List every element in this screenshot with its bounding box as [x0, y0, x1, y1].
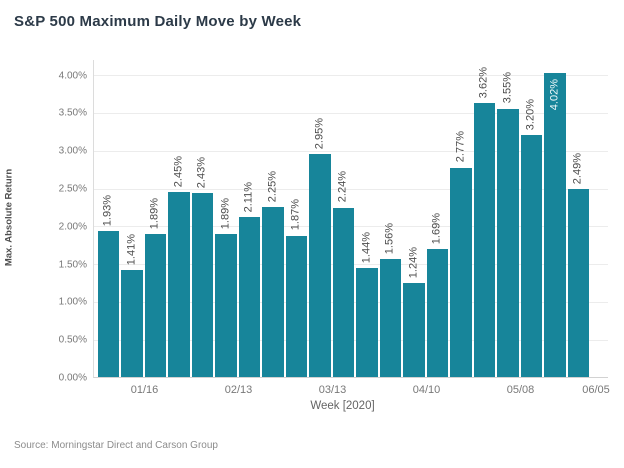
y-axis-tick-label: 2.50%	[58, 183, 87, 195]
bar-value-label: 1.41%	[125, 234, 138, 266]
bar[interactable]: 2.11%	[238, 182, 260, 377]
bar[interactable]: 2.49%	[567, 153, 589, 377]
y-axis-tick-label: 3.00%	[58, 145, 87, 157]
bar[interactable]: 2.95%	[309, 118, 331, 377]
gridline	[94, 150, 608, 152]
bar[interactable]: 4.02%	[544, 73, 566, 377]
bar-value-label: 4.02%	[548, 79, 561, 111]
y-axis-tick-label: 0.00%	[58, 372, 87, 384]
x-axis-tick-label: 04/10	[412, 384, 441, 396]
bar[interactable]: 3.20%	[520, 99, 542, 377]
bar-value-label: 1.87%	[289, 199, 302, 231]
x-axis-title: Week [2020]	[310, 400, 375, 412]
bar-value-label: 2.45%	[172, 155, 185, 187]
bar[interactable]: 1.87%	[285, 199, 307, 377]
bar-value-label: 2.11%	[242, 182, 255, 213]
bar[interactable]: 1.41%	[121, 234, 143, 377]
bar[interactable]: 3.55%	[497, 72, 519, 377]
x-axis-tick-label: 06/05	[582, 384, 610, 396]
bar-value-label: 1.69%	[430, 213, 443, 245]
bar-value-label: 2.95%	[313, 117, 326, 149]
bar-value-label: 1.24%	[407, 247, 420, 279]
bar-value-label: 3.55%	[501, 72, 514, 104]
gridline	[94, 75, 608, 77]
bar[interactable]: 2.25%	[262, 171, 284, 377]
y-axis-tick-label: 0.50%	[58, 334, 87, 346]
bar[interactable]: 1.44%	[356, 232, 378, 377]
x-axis-tick-label: 01/16	[130, 384, 159, 396]
gridline	[94, 112, 608, 114]
bar-value-label: 1.56%	[383, 222, 396, 255]
bar[interactable]: 2.43%	[191, 157, 213, 377]
plot-area: 0.00% 0.50% 1.00% 1.50% 2.00% 2.50% 3.00% 3.50%…	[59, 60, 610, 396]
bar[interactable]: 1.24%	[403, 247, 425, 377]
bar-value-label: 1.89%	[219, 197, 232, 230]
bar[interactable]: 3.62%	[473, 67, 495, 377]
bar-value-label: 2.49%	[571, 152, 584, 184]
bar-value-label: 1.93%	[101, 194, 114, 227]
bar-value-label: 3.62%	[477, 67, 490, 99]
y-axis-tick-label: 4.00%	[58, 70, 87, 82]
gridline	[94, 188, 608, 190]
x-axis-tick-label: 03/13	[318, 384, 347, 396]
y-axis-tick-label: 1.50%	[58, 259, 87, 271]
bar-value-label: 3.20%	[524, 98, 537, 131]
bar[interactable]: 2.77%	[450, 131, 472, 377]
bar[interactable]: 1.89%	[144, 198, 166, 377]
y-axis-tick-label: 3.50%	[58, 107, 87, 119]
y-axis-tick-label: 2.00%	[58, 221, 87, 233]
bar-value-label: 2.43%	[195, 157, 208, 189]
y-axis-title: Max. Absolute Return	[3, 168, 15, 267]
chart-title: S&P 500 Maximum Daily Move by Week	[14, 13, 302, 30]
bar-value-label: 2.77%	[454, 131, 467, 163]
bar[interactable]: 2.45%	[168, 156, 190, 377]
bar[interactable]: 1.89%	[215, 198, 237, 377]
y-axis-tick-label: 1.00%	[58, 296, 87, 308]
source-note: Source: Morningstar Direct and Carson Gr…	[14, 440, 218, 451]
bar-value-label: 2.25%	[266, 170, 279, 202]
bar-value-label: 2.24%	[336, 171, 349, 203]
bar[interactable]: 1.69%	[426, 213, 448, 377]
bar[interactable]: 1.93%	[97, 195, 119, 377]
bar-value-label: 1.44%	[360, 231, 373, 264]
x-axis-tick-label: 02/13	[224, 384, 253, 396]
bar[interactable]: 2.24%	[332, 171, 354, 377]
bar-value-label: 1.89%	[148, 197, 161, 230]
bar[interactable]: 1.56%	[379, 223, 401, 377]
x-axis-tick-label: 05/08	[506, 384, 535, 396]
